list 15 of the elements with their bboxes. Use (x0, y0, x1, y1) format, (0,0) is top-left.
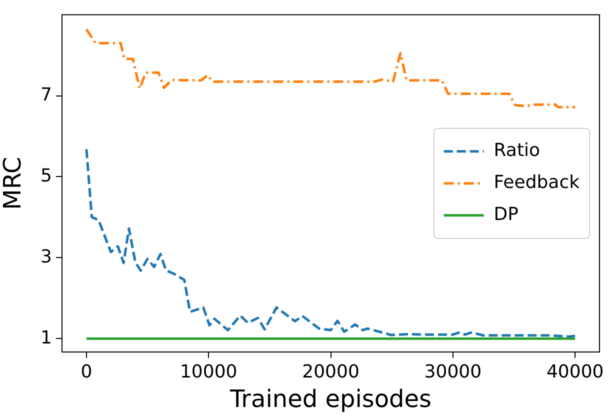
legend-label: Ratio (494, 140, 540, 162)
x-tick-label: 20000 (302, 361, 360, 382)
x-tick-label: 40000 (546, 361, 604, 382)
y-tick-label: 3 (40, 246, 52, 268)
y-axis-title: MRC (0, 156, 27, 210)
y-tick-label: 7 (40, 84, 52, 106)
legend-label: Feedback (494, 172, 580, 194)
x-tick-label: 0 (80, 361, 92, 382)
legend-label: DP (494, 204, 519, 226)
x-tick-label: 30000 (424, 361, 482, 382)
y-tick-label: 1 (40, 327, 52, 348)
line-series (85, 28, 576, 108)
x-axis-title: Trained episodes (228, 384, 432, 413)
x-tick-label: 10000 (180, 361, 238, 382)
y-tick-label: 5 (40, 165, 52, 186)
